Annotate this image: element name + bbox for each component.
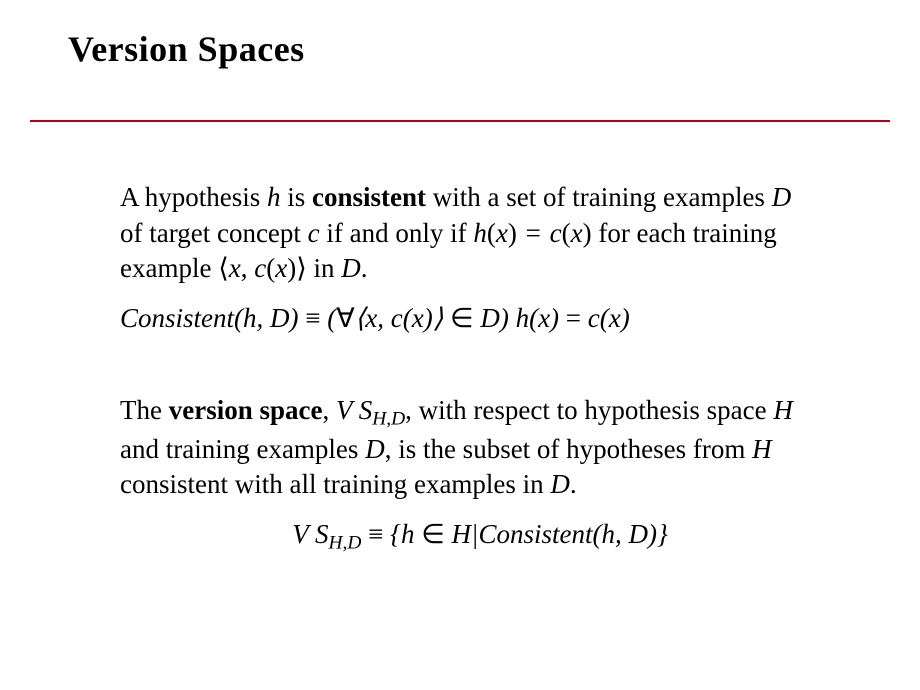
text: , with respect to hypothesis space bbox=[405, 395, 773, 425]
var-D: D bbox=[480, 303, 500, 333]
var-h: h bbox=[401, 519, 415, 549]
var-c: c bbox=[308, 218, 320, 248]
var-D: D bbox=[772, 182, 792, 212]
slide-body: A hypothesis h is consistent with a set … bbox=[120, 180, 800, 566]
rparen: ) bbox=[583, 218, 592, 248]
rangle: ⟩ bbox=[433, 303, 444, 333]
equals: = bbox=[517, 218, 550, 248]
langle: ⟨ bbox=[355, 303, 366, 333]
lparen: ( bbox=[234, 303, 243, 333]
text: The bbox=[120, 395, 169, 425]
rangle: ⟩ bbox=[296, 253, 307, 283]
forall: ∀ bbox=[336, 303, 354, 333]
horizontal-rule bbox=[30, 120, 890, 122]
lparen: ( bbox=[529, 303, 538, 333]
text: is bbox=[281, 182, 313, 212]
var-H: H bbox=[752, 434, 772, 464]
equiv: ≡ bbox=[361, 519, 390, 549]
rparen: ) bbox=[648, 519, 657, 549]
var-x: x bbox=[609, 303, 621, 333]
vs: V S bbox=[336, 395, 372, 425]
lparen: ( bbox=[327, 303, 336, 333]
var-h: h bbox=[601, 519, 615, 549]
text: consistent with all training examples in bbox=[120, 469, 550, 499]
var-x: x bbox=[229, 253, 241, 283]
definition-version-space: The version space, V SH,D, with respect … bbox=[120, 393, 800, 503]
rparen: ) bbox=[290, 303, 299, 333]
fn-h: h bbox=[473, 218, 487, 248]
slide-title: Version Spaces bbox=[68, 28, 305, 70]
expr-cx: c(x) bbox=[550, 218, 592, 248]
rbrace: } bbox=[657, 519, 668, 549]
var-D: D bbox=[550, 469, 570, 499]
space bbox=[509, 303, 516, 333]
rparen: ) bbox=[287, 253, 296, 283]
fn-c: c bbox=[391, 303, 403, 333]
equation-version-space-def: V SH,D ≡ {h ∈ H|Consistent(h, D)} bbox=[120, 517, 800, 556]
var-D: D bbox=[365, 434, 385, 464]
text: , is the subset of hypotheses from bbox=[385, 434, 752, 464]
langle: ⟨ bbox=[218, 253, 229, 283]
var-h: h bbox=[267, 182, 281, 212]
comma: , bbox=[241, 253, 255, 283]
lparen: ( bbox=[403, 303, 412, 333]
text: , bbox=[322, 395, 336, 425]
lparen: ( bbox=[600, 303, 609, 333]
comma: , bbox=[257, 303, 271, 333]
comma: , bbox=[377, 303, 391, 333]
period: . bbox=[361, 253, 368, 283]
fn-h: h bbox=[516, 303, 530, 333]
term-consistent: consistent bbox=[312, 182, 426, 212]
element-of: ∈ bbox=[443, 303, 480, 333]
period: . bbox=[570, 469, 577, 499]
var-x: x bbox=[496, 218, 508, 248]
expr-hx: h(x) bbox=[473, 218, 516, 248]
lbrace: { bbox=[390, 519, 401, 549]
var-H: H bbox=[452, 519, 472, 549]
rparen: ) bbox=[621, 303, 630, 333]
lparen: ( bbox=[562, 218, 571, 248]
definition-consistent: A hypothesis h is consistent with a set … bbox=[120, 180, 800, 287]
lparen: ( bbox=[266, 253, 275, 283]
rparen: ) bbox=[500, 303, 509, 333]
fn-c: c bbox=[550, 218, 562, 248]
text: with a set of training examples bbox=[426, 182, 772, 212]
rparen: ) bbox=[424, 303, 433, 333]
text: and training examples bbox=[120, 434, 365, 464]
symbol-vs: V SH,D bbox=[336, 395, 405, 425]
rparen: ) bbox=[550, 303, 559, 333]
term-version-space: version space bbox=[169, 395, 323, 425]
var-x: x bbox=[275, 253, 287, 283]
fn-c: c bbox=[588, 303, 600, 333]
var-h: h bbox=[243, 303, 257, 333]
fn-c: c bbox=[254, 253, 266, 283]
text: if and only if bbox=[320, 218, 474, 248]
text: A hypothesis bbox=[120, 182, 267, 212]
equals: = bbox=[559, 303, 588, 333]
fn-consistent: Consistent bbox=[120, 303, 234, 333]
tuple: ⟨x, c(x)⟩ bbox=[218, 253, 307, 283]
element-of: ∈ bbox=[414, 519, 451, 549]
var-x: x bbox=[365, 303, 377, 333]
slide: Version Spaces A hypothesis h is consist… bbox=[0, 0, 920, 690]
subscript-hd: H,D bbox=[328, 532, 361, 553]
text: of target concept bbox=[120, 218, 308, 248]
lparen: ( bbox=[487, 218, 496, 248]
comma: , bbox=[615, 519, 629, 549]
spacer bbox=[120, 347, 800, 393]
var-D: D bbox=[270, 303, 290, 333]
var-x: x bbox=[571, 218, 583, 248]
var-H: H bbox=[773, 395, 793, 425]
fn-consistent: Consistent bbox=[478, 519, 592, 549]
vs: V S bbox=[292, 519, 328, 549]
var-x: x bbox=[538, 303, 550, 333]
equation-consistent-def: Consistent(h, D) ≡ (∀⟨x, c(x)⟩ ∈ D) h(x)… bbox=[120, 301, 800, 337]
equiv: ≡ bbox=[299, 303, 328, 333]
text: in bbox=[307, 253, 342, 283]
var-D: D bbox=[628, 519, 648, 549]
rparen: ) bbox=[508, 218, 517, 248]
var-D: D bbox=[341, 253, 361, 283]
subscript-hd: H,D bbox=[372, 408, 405, 429]
var-x: x bbox=[412, 303, 424, 333]
